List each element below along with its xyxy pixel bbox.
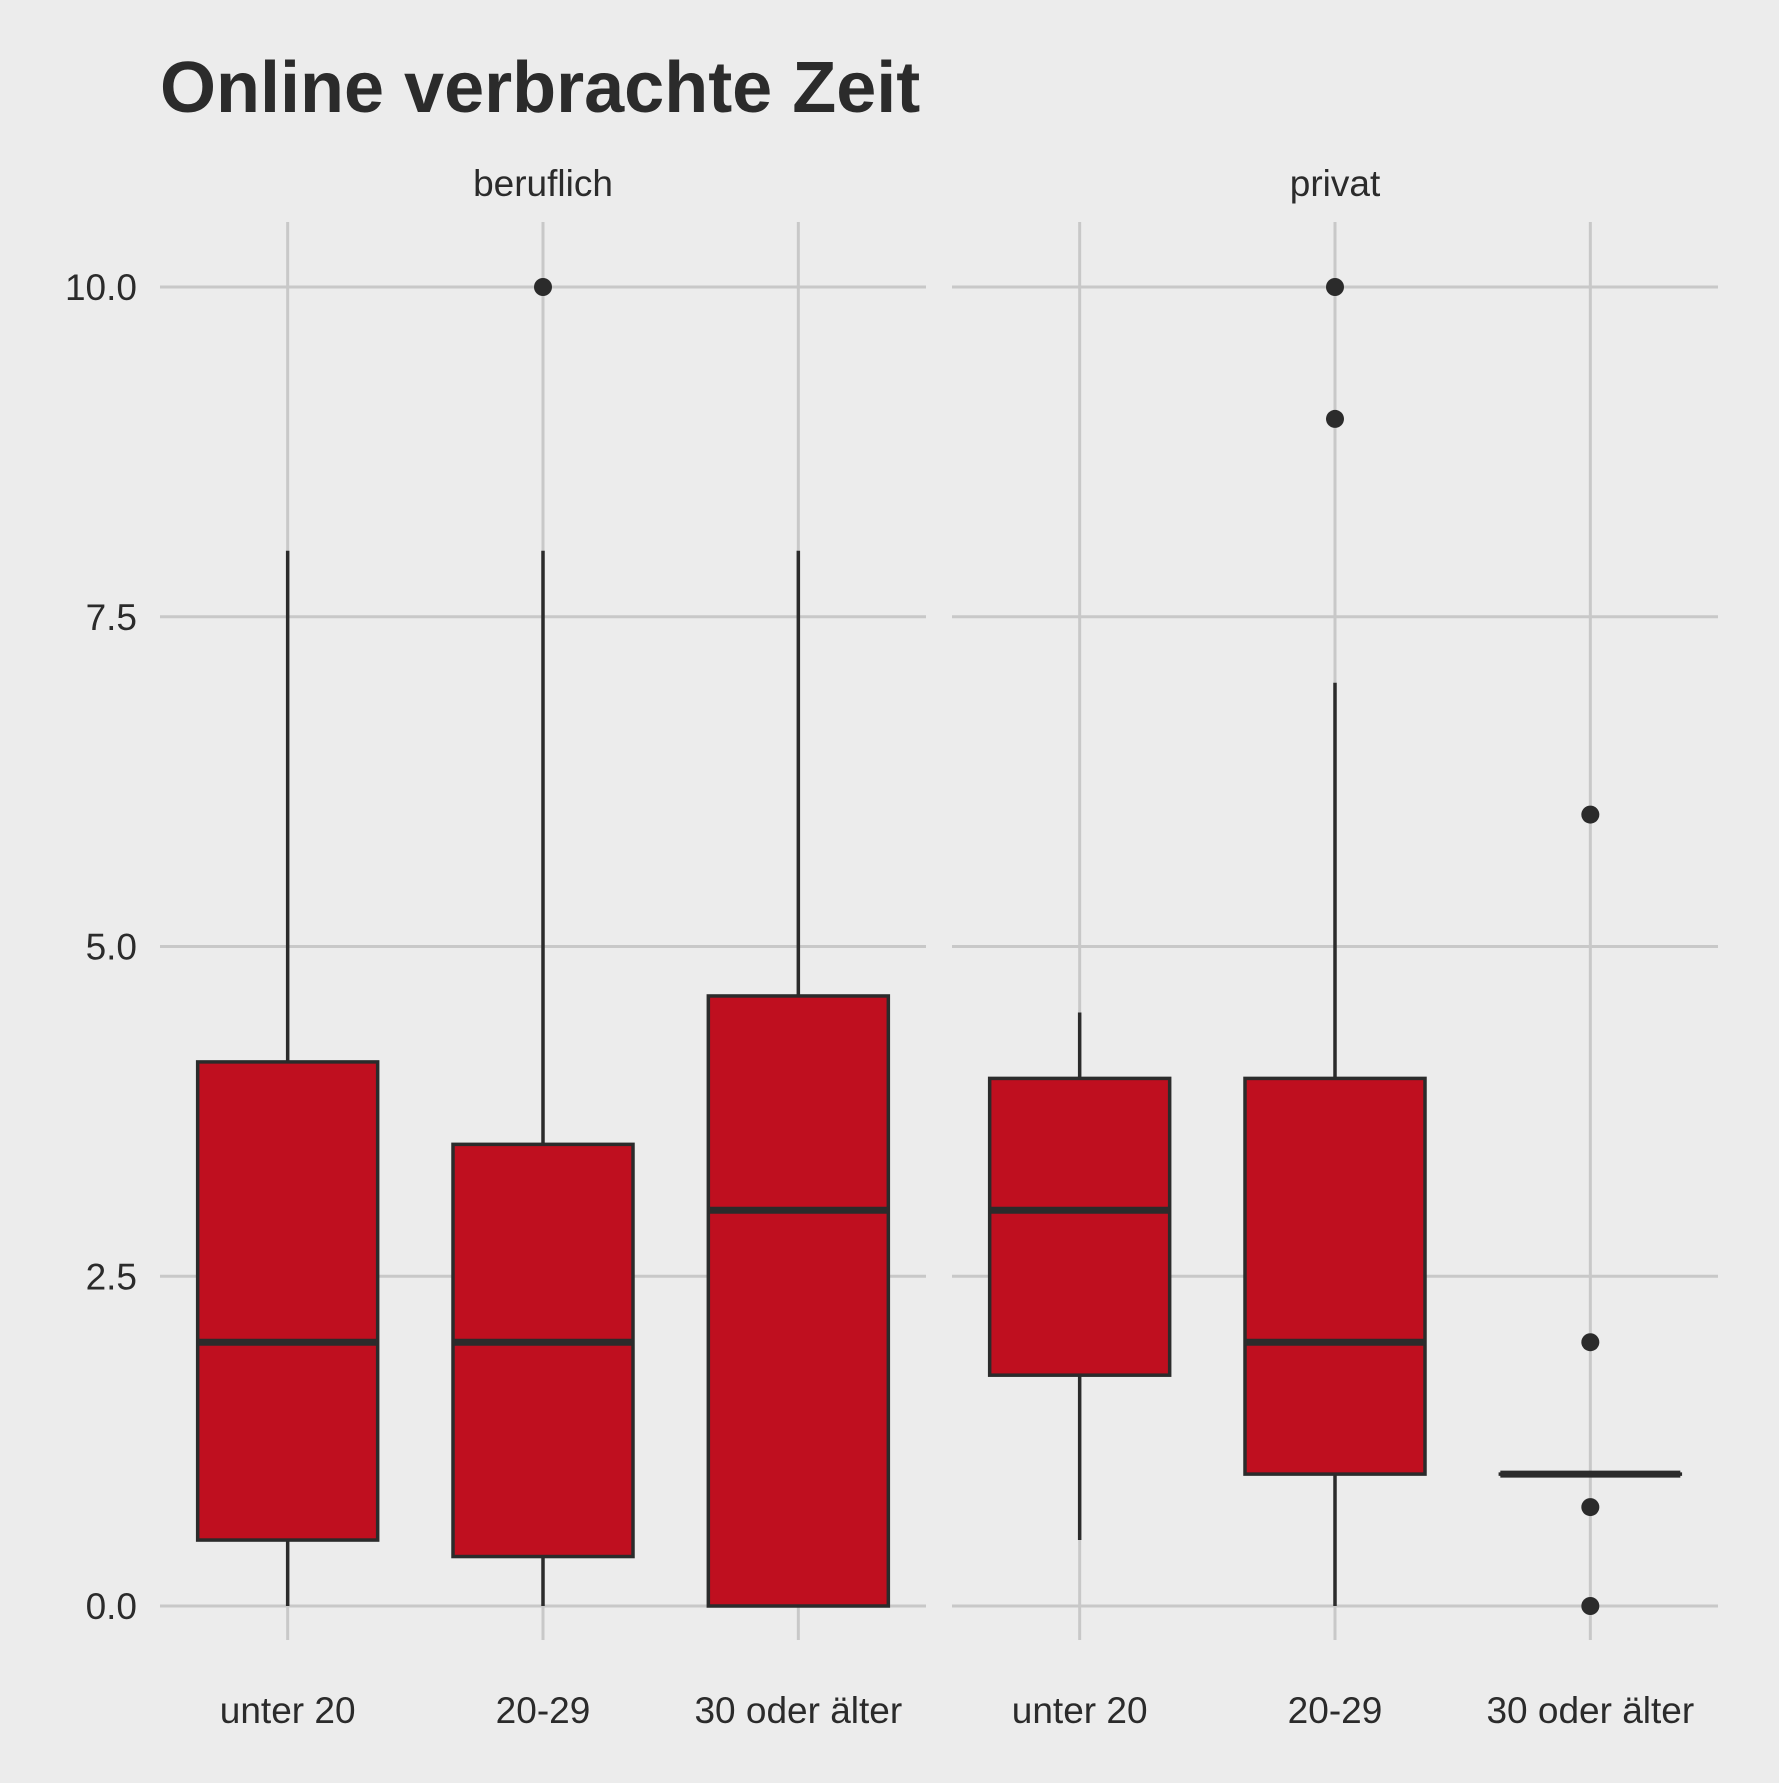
outlier-point	[1581, 1597, 1600, 1615]
x-tick-label: unter 20	[1012, 1690, 1148, 1731]
facet-panel-privat: privat unter 20 20-29 30 oder älter	[952, 163, 1718, 1731]
x-tick-label: 30 oder älter	[1486, 1690, 1694, 1731]
facet-label: beruflich	[473, 163, 613, 204]
y-axis: 0.0 2.5 5.0 7.5 10.0	[65, 267, 137, 1627]
box-20-29	[451, 278, 635, 1606]
box-unter 20	[195, 550, 380, 1606]
y-tick-label: 0.0	[86, 1586, 137, 1627]
box-iqr	[195, 1060, 380, 1542]
x-tick-label: 20-29	[496, 1690, 591, 1731]
box-30 oder älter	[1498, 805, 1683, 1615]
y-tick-label: 5.0	[86, 927, 137, 968]
box-iqr	[451, 1142, 635, 1559]
y-tick-label: 7.5	[86, 597, 137, 638]
facet-label: privat	[1290, 163, 1381, 204]
outlier-point	[1581, 1333, 1600, 1352]
box-20-29	[1243, 278, 1427, 1606]
x-tick-label: 20-29	[1288, 1690, 1383, 1731]
box-iqr	[987, 1076, 1172, 1377]
facet-panel-beruflich: beruflich unter 20 20-29 30 oder älter	[160, 163, 926, 1731]
x-tick-label: 30 oder älter	[694, 1690, 902, 1731]
outlier-point	[1581, 1498, 1600, 1517]
y-tick-label: 10.0	[65, 267, 137, 308]
outlier-point	[1326, 278, 1344, 296]
outlier-point	[1326, 409, 1344, 428]
outlier-point	[534, 278, 552, 296]
box-30 oder älter	[706, 550, 891, 1608]
box-iqr	[706, 994, 891, 1608]
y-tick-label: 2.5	[86, 1256, 137, 1297]
chart-title: Online verbrachte Zeit	[160, 48, 920, 128]
x-tick-label: unter 20	[220, 1690, 356, 1731]
box-unter 20	[987, 1012, 1172, 1541]
outlier-point	[1581, 805, 1600, 824]
box-iqr	[1243, 1076, 1427, 1476]
